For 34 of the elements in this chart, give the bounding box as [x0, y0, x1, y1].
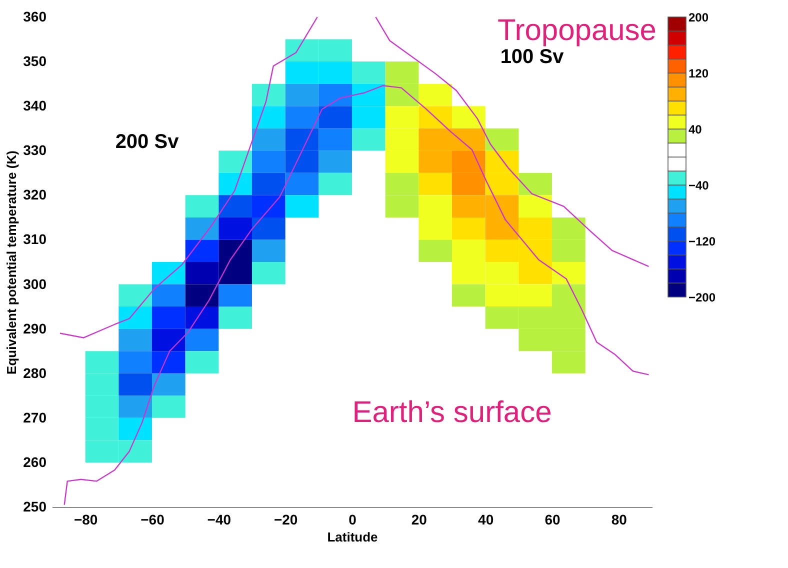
y-tick-label: 320: [23, 186, 47, 203]
annotation: 200 Sv: [115, 131, 180, 153]
y-tick-label: 270: [23, 409, 47, 426]
x-tick-label: 60: [544, 512, 560, 528]
y-tick-label: 290: [23, 320, 47, 336]
line-series: [64, 85, 650, 506]
annotation: Tropopause: [498, 14, 656, 47]
y-tick-label: 280: [23, 364, 47, 381]
x-axis-title: Latitude: [327, 530, 378, 544]
color-bar-label: −120: [688, 234, 716, 248]
annotation: 100 Sv: [500, 46, 565, 68]
color-bar-label: 120: [688, 66, 709, 80]
color-bar-label: −200: [688, 290, 716, 304]
y-tick-label: 300: [23, 276, 47, 292]
x-tick-label: 0: [348, 512, 357, 528]
x-tick-label: −60: [140, 512, 165, 528]
y-tick-label: 340: [23, 98, 47, 114]
y-tick-label: 330: [23, 142, 47, 158]
y-tick-label: 260: [23, 454, 47, 470]
y-tick-label: 250: [23, 498, 47, 514]
annotation: Earth’s surface: [352, 396, 552, 429]
x-tick-label: −40: [207, 512, 232, 528]
x-tick-label: 80: [611, 512, 628, 528]
x-tick-label: −20: [274, 512, 298, 528]
color-bar-label: 40: [688, 122, 702, 136]
x-tick-label: 40: [478, 512, 494, 528]
x-tick-label: 20: [411, 512, 428, 528]
color-bar-label: 200: [688, 10, 709, 24]
y-tick-label: 360: [23, 8, 47, 24]
color-bar-label: −40: [688, 178, 710, 192]
y-tick-label: 350: [23, 53, 47, 70]
x-tick-label: −80: [74, 512, 98, 528]
y-tick-label: 310: [23, 231, 47, 248]
y-axis-title: Equivalent potential temperature (K): [4, 150, 20, 374]
